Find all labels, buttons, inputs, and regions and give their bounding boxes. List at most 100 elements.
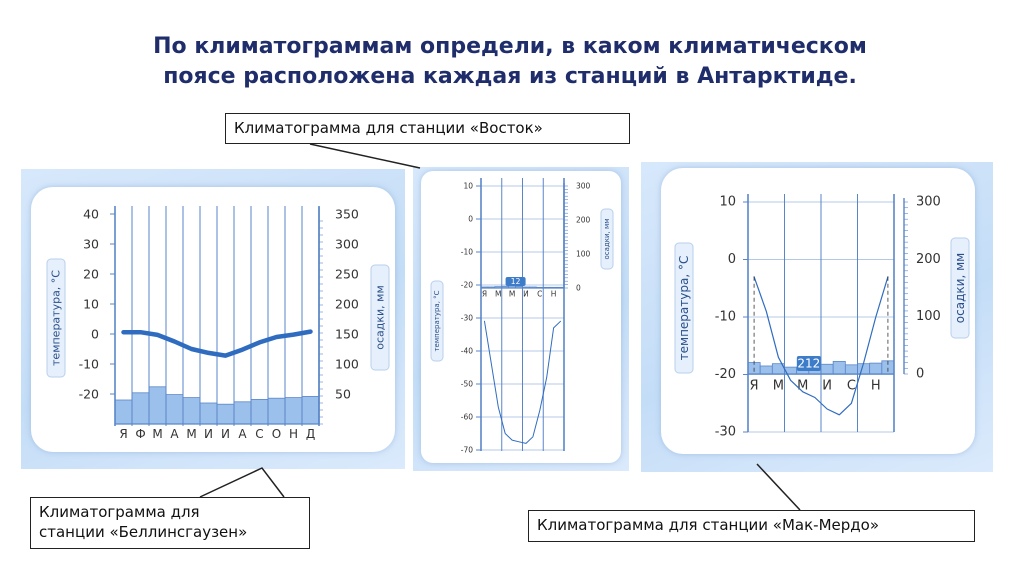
month-label: И <box>822 379 832 394</box>
temp-tick-label: -40 <box>461 347 473 356</box>
precip-bar <box>832 360 846 375</box>
temp-tick-label: 0 <box>91 327 99 342</box>
precip-bar <box>759 365 773 375</box>
temp-tick-label: -60 <box>461 413 473 422</box>
temp-tick-label: 10 <box>719 195 736 210</box>
temp-tick-label: 30 <box>83 237 99 252</box>
leader-bell <box>199 467 285 498</box>
temp-tick-label: -30 <box>715 425 736 440</box>
temperature-line <box>121 329 313 358</box>
temp-tick-label: -20 <box>461 281 473 290</box>
precip-bar <box>844 364 858 375</box>
precip-total-badge <box>796 356 821 371</box>
temp-tick-label: -10 <box>79 357 99 372</box>
month-label: Я <box>482 290 487 299</box>
precip-tick-label: 100 <box>576 250 591 259</box>
precip-bar <box>284 397 303 425</box>
precip-tick-label: 350 <box>335 207 359 222</box>
precip-tick-label: 0 <box>916 367 924 382</box>
precip-axis-title-box <box>950 237 970 339</box>
precip-tick-label: 150 <box>335 327 359 342</box>
precip-bar <box>148 386 167 425</box>
caption-vostok-text: Климатограмма для станции «Восток» <box>234 119 543 137</box>
month-label: И <box>221 427 230 441</box>
temperature-line <box>753 276 889 416</box>
temp-axis-title: температура, °С <box>50 270 63 366</box>
bellingshausen-card: 40 30 20 10 0 -10 -20 350 300 250 200 150 100 50 Я Ф М А М… <box>31 187 395 452</box>
precip-bar <box>267 397 286 425</box>
month-label: С <box>537 290 542 299</box>
precip-tick-label: 300 <box>335 237 359 252</box>
caption-vostok: Климатограмма для станции «Восток» <box>225 113 630 144</box>
precip-tick-label: 300 <box>576 182 591 191</box>
month-label: И <box>523 290 529 299</box>
precip-total-label: 212 <box>797 357 820 371</box>
precip-bar <box>233 401 252 425</box>
month-label: Ф <box>135 427 145 441</box>
precip-tick-label: 200 <box>576 216 591 225</box>
precip-bar <box>199 402 218 425</box>
temp-tick-label: -20 <box>79 387 99 402</box>
temp-tick-label: 20 <box>83 267 99 282</box>
precip-axis-title: осадки, мм <box>953 253 967 323</box>
temp-tick-label: -20 <box>715 367 736 382</box>
month-label: М <box>495 290 501 299</box>
month-label: М <box>797 379 808 394</box>
vostok-card: 10 0 -10 -20 -30 -40 -50 -60 -70 300 200 100 0 Я М М И С Н… <box>421 171 621 463</box>
leader-vostok <box>309 143 421 169</box>
month-label: Н <box>551 290 557 299</box>
temp-axis-title-box <box>430 280 444 362</box>
precip-axis-title: осадки, мм <box>603 218 611 259</box>
page-title: По климатограммам определи, в каком клим… <box>60 32 960 92</box>
mcmurdo-card: 10 0 -10 -20 -30 300 200 100 0 Я М М И С Н 212 температу… <box>661 168 975 454</box>
precip-tick-label: 100 <box>916 309 941 324</box>
precip-bar <box>250 398 269 425</box>
month-label: Д <box>306 427 315 441</box>
precip-bar <box>114 399 133 425</box>
precip-bar <box>857 363 871 375</box>
vostok-panel: 10 0 -10 -20 -30 -40 -50 -60 -70 300 200 100 0 Я М М И С Н… <box>413 167 629 471</box>
precip-tick-label: 250 <box>335 267 359 282</box>
temp-axis-title-box <box>46 258 66 378</box>
month-label: С <box>255 427 263 441</box>
temp-tick-label: 40 <box>83 207 99 222</box>
bellingshausen-panel: 40 30 20 10 0 -10 -20 350 300 250 200 150 100 50 Я Ф М А М… <box>21 169 405 469</box>
precip-bar <box>869 362 883 375</box>
temp-axis-title: температура, °С <box>677 256 691 361</box>
precip-bar <box>165 394 184 425</box>
caption-bell-line-1: Климатограмма для <box>39 503 200 521</box>
precip-tick-label: 200 <box>916 252 941 267</box>
precip-axis-title: осадки, мм <box>374 285 387 350</box>
temp-tick-label: 10 <box>83 297 99 312</box>
caption-bell-line-2: станции «Беллинсгаузен» <box>39 523 248 541</box>
precip-total-label: 12 <box>511 277 521 286</box>
temp-axis-title: температура, °С <box>433 290 441 351</box>
month-label: А <box>238 427 247 441</box>
precip-tick-label: 300 <box>916 195 941 210</box>
month-label: И <box>204 427 213 441</box>
caption-bellingshausen: Климатограмма для станции «Беллинсгаузен… <box>30 497 310 549</box>
month-label: Я <box>119 427 127 441</box>
month-label: Н <box>289 427 298 441</box>
temp-tick-label: 10 <box>463 182 473 191</box>
month-label: А <box>170 427 179 441</box>
precip-bar <box>820 363 834 375</box>
caption-mcmurdo: Климатограмма для станции «Мак-Мердо» <box>528 510 975 542</box>
mcmurdo-panel: 10 0 -10 -20 -30 300 200 100 0 Я М М И С Н 212 температу… <box>641 162 993 472</box>
month-label: Я <box>750 379 759 394</box>
temp-tick-label: -10 <box>715 310 736 325</box>
temp-tick-label: -30 <box>461 314 473 323</box>
precip-axis-title-box <box>600 208 614 270</box>
temp-tick-label: 0 <box>728 252 736 267</box>
month-label: М <box>509 290 515 299</box>
month-label: Н <box>871 379 881 394</box>
temp-tick-label: -50 <box>461 380 473 389</box>
temp-tick-label: 0 <box>468 215 473 224</box>
month-label: М <box>152 427 162 441</box>
precip-total-badge <box>505 277 526 286</box>
temperature-line <box>484 320 561 444</box>
precip-tick-label: 100 <box>335 357 359 372</box>
precip-axis-title-box <box>370 264 390 371</box>
